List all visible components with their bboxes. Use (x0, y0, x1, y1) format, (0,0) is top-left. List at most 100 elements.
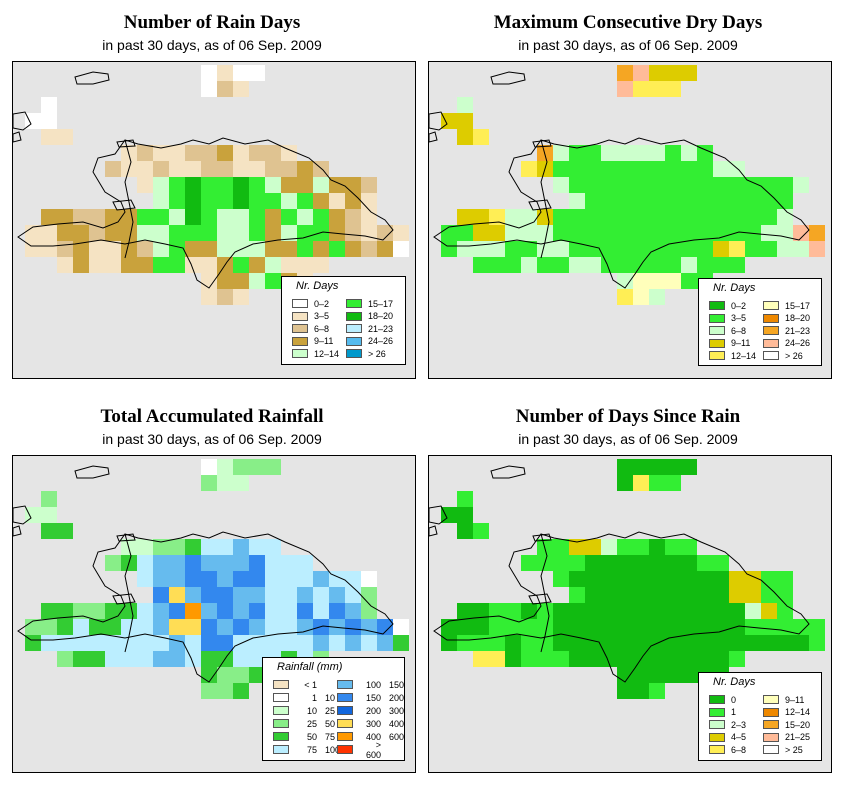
map-cell (297, 241, 313, 257)
map-cell (185, 177, 201, 193)
legend-item: > 26 (763, 350, 803, 361)
legend-swatch (709, 720, 725, 729)
map-cell (121, 635, 137, 651)
legend-label: 21–25 (785, 732, 811, 742)
map-cell (57, 651, 73, 667)
map-cell (585, 225, 601, 241)
map-cell (329, 193, 345, 209)
map-cell (153, 225, 169, 241)
island-outline (532, 533, 552, 542)
legend-swatch (346, 336, 362, 346)
map-cell (681, 209, 697, 225)
map-cell (585, 619, 601, 635)
map-cell (233, 603, 249, 619)
map-cell (201, 289, 217, 305)
map-cell (41, 241, 57, 257)
map-cell (265, 587, 281, 603)
map-cell (233, 273, 249, 289)
map-cell (265, 145, 281, 161)
map-cell (617, 289, 633, 305)
map-cell (473, 635, 489, 651)
legend-item: 15–17 (763, 300, 810, 311)
map-cell (521, 225, 537, 241)
map-cell (489, 603, 505, 619)
map-cell (41, 209, 57, 225)
legend-item: 1 (709, 707, 736, 718)
map-cell (585, 145, 601, 161)
map-cell (713, 193, 729, 209)
legend-label: 6–8 (314, 323, 330, 334)
map-cell (233, 257, 249, 273)
map-cell (649, 177, 665, 193)
map-cell (649, 161, 665, 177)
map-cell (121, 619, 137, 635)
map-cell (441, 225, 457, 241)
legend-label: 15–20 (785, 719, 811, 730)
map-cell (137, 603, 153, 619)
map-cell (585, 555, 601, 571)
legend-item: 200 300 (337, 705, 404, 716)
map-cell (153, 145, 169, 161)
map-cell (473, 241, 489, 257)
map-cell (569, 651, 585, 667)
map-cell (265, 619, 281, 635)
legend-swatch (292, 349, 308, 358)
legend-item: 400 600 (337, 731, 404, 742)
map-cell (233, 587, 249, 603)
map-cell (777, 635, 793, 651)
map-cell (265, 241, 281, 257)
map-cell (649, 81, 665, 97)
map-cell (633, 635, 649, 651)
map-cell (233, 209, 249, 225)
map-cell (185, 145, 201, 161)
map-cell (761, 635, 777, 651)
map-cell (153, 241, 169, 257)
panel-subtitle: in past 30 days, as of 06 Sep. 2009 (518, 37, 738, 53)
map-cell (649, 667, 665, 683)
map-cell (233, 81, 249, 97)
map-cell (217, 161, 233, 177)
map-cell (457, 635, 473, 651)
legend-range-high: 25 (325, 705, 336, 716)
map-cell (617, 209, 633, 225)
map-cell (313, 587, 329, 603)
map-cell (25, 225, 41, 241)
map-cell (153, 193, 169, 209)
map-cell (281, 161, 297, 177)
legend-swatch (337, 732, 353, 741)
map-cell (553, 241, 569, 257)
legend-swatch (763, 695, 779, 704)
legend-item: 25 50 (273, 718, 335, 729)
map-cell (137, 635, 153, 651)
map-cell (713, 177, 729, 193)
map-cell (633, 209, 649, 225)
map-cell (457, 113, 473, 129)
map-cell (249, 241, 265, 257)
map-cell (89, 651, 105, 667)
legend-swatch (273, 693, 289, 702)
legend-label: 0–2 (314, 298, 330, 309)
map-cell (729, 241, 745, 257)
legend-range-low: > 600 (365, 739, 381, 760)
map-cell (57, 209, 73, 225)
map-cell (713, 225, 729, 241)
map-cell (777, 225, 793, 241)
map-cell (569, 603, 585, 619)
legend-label: 6–8 (731, 744, 747, 755)
legend-range-low: 100 (365, 679, 381, 690)
map-cell (41, 635, 57, 651)
map-cell (249, 651, 265, 667)
map-cell (249, 571, 265, 587)
legend-swatch (709, 301, 725, 310)
map-cell (345, 619, 361, 635)
legend-item: 6–8 (292, 323, 329, 334)
map-cell (553, 571, 569, 587)
map-cell (617, 635, 633, 651)
map-cell (153, 571, 169, 587)
map-cell (169, 555, 185, 571)
map-cell (569, 619, 585, 635)
legend-swatch (337, 693, 353, 702)
map-cell (649, 193, 665, 209)
dry-days-map (428, 61, 832, 379)
map-cell (665, 459, 681, 475)
